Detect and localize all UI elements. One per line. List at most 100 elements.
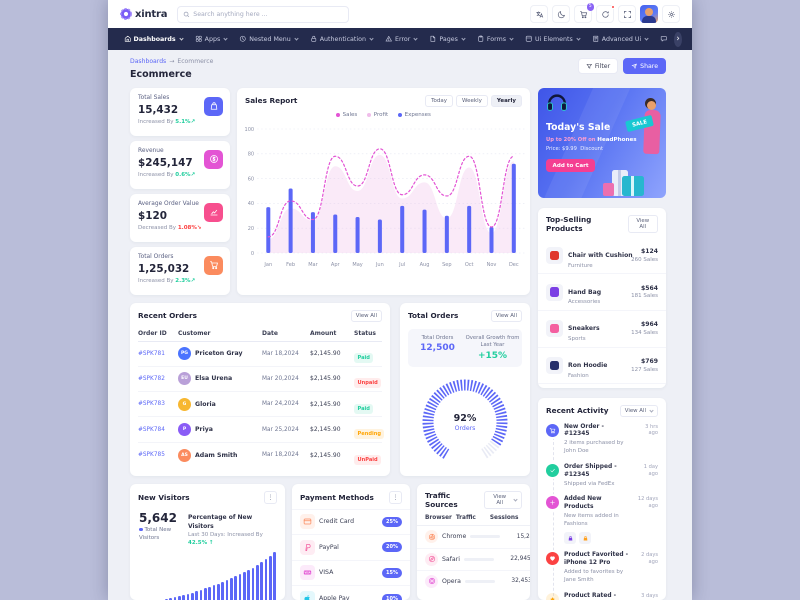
timestamp: 2 days ago [641,552,658,566]
safari-icon [425,552,438,566]
stat-card-revenue: Revenue $245,147 Increased By 0.6%↗ [130,140,230,189]
cart-icon[interactable]: 5 [574,3,594,23]
nav-item-authentication[interactable]: Authentication [304,33,378,45]
main-content: Dashboards → Ecommerce Ecommerce Filter … [108,50,692,600]
list-item: Product Rated - Samsung Galaxy S21Rated … [546,592,658,600]
todays-sale-banner: SALE Today's Sale Up to 20% Off on HeadP… [538,87,666,198]
payment-method-row: Apple Pay 10% [292,585,410,600]
sales-report-tabs: Today Weekly Yearly [425,94,522,107]
avatar: P [178,423,191,437]
avatar: G [178,397,191,411]
visa-icon: VISA [300,565,315,581]
add-to-cart-button[interactable]: Add to Cart [546,159,596,172]
share-button[interactable]: Share [623,58,666,74]
nav-scroll-next-button[interactable]: › [674,31,682,47]
refresh-icon[interactable] [596,4,615,23]
nav-item-error[interactable]: Error [379,33,422,45]
nav-item-pages[interactable]: Pages [424,33,471,45]
share-badge: 10% [382,593,402,600]
nav-item-nested-menu[interactable]: Nested Menu [234,33,304,45]
traffic-bar [463,557,494,561]
status-badge: Pending [354,429,385,440]
more-options-icon[interactable]: ⋮ [264,490,277,504]
logo[interactable]: xintra [120,5,167,24]
legend-expenses: Expenses [398,112,431,118]
timestamp: 3 days ago [641,592,658,600]
dark-mode-icon[interactable] [552,5,570,23]
banner-person-illustration [647,100,656,110]
chevron-down-icon [179,36,184,41]
tab-weekly[interactable]: Weekly [456,94,488,107]
total-orders-title: Total Orders [408,311,459,320]
list-item: Order Shipped - #12345 Shipped via FedEx 1… [546,463,658,489]
total-orders-stat-value: 12,500 [420,343,455,354]
search-icon [184,11,190,17]
paypal-icon [300,539,315,555]
trend-up-icon: ↗ [190,172,196,178]
activity-thumbnails [564,532,630,545]
order-id-link[interactable]: #SPK784 [138,426,165,433]
recent-orders-view-all-button[interactable]: View All [350,309,382,322]
cart-icon [204,255,223,275]
chart-icon [204,202,223,222]
traffic-view-all-button[interactable]: View All [484,490,522,509]
list-item: Added New Products New items added in Fas… [546,496,658,545]
total-orders-view-all-button[interactable]: View All [490,309,522,322]
order-id-link[interactable]: #SPK783 [138,401,165,408]
translate-icon[interactable] [530,5,548,23]
recent-activity-title: Recent Activity [546,406,609,415]
sales-report-legend: Sales Profit Expenses [237,112,530,118]
breadcrumb-dashboards[interactable]: Dashboards [130,58,167,65]
svg-text:May: May [352,262,362,268]
share-badge: 20% [382,542,402,553]
table-row: #SPK783 G Gloria Mar 24,2024 $2,145.90 Paid [138,392,382,418]
nav-item-ui-elements[interactable]: Ui Elements [520,33,586,45]
breadcrumb-separator: → [169,58,175,65]
status-badge: UnPaid [354,454,382,465]
svg-text:Oct: Oct [465,262,474,268]
share-badge: 15% [382,567,402,578]
nav-item-dashboards[interactable]: Dashboards [118,33,188,45]
order-id-link[interactable]: #SPK782 [138,375,165,382]
svg-text:Dec: Dec [509,262,519,268]
apple-icon [300,591,315,600]
activity-view-all-button[interactable]: View All [619,404,658,417]
nav-item-forms[interactable]: Forms [471,33,518,45]
fullscreen-icon[interactable] [618,5,636,23]
chevron-down-icon [413,36,418,41]
breadcrumb: Dashboards → Ecommerce [130,58,213,65]
chrome-icon [425,530,438,543]
page-header: Dashboards → Ecommerce Ecommerce Filter … [130,58,666,80]
new-visitors-bar-chart [139,548,276,600]
svg-text:0: 0 [251,250,254,256]
banner-price: Price: $9.99 Discount [546,145,603,152]
top-selling-view-all-button[interactable]: View All [627,214,658,233]
nav-item-apps[interactable]: Apps [189,33,233,45]
status-badge: Paid [354,403,374,414]
search-input[interactable] [193,10,344,18]
order-id-link[interactable]: #SPK785 [138,452,165,459]
total-orders-stats: Total Orders 12,500 Overall Growth from … [408,328,522,367]
growth-label: Overall Growth from Last Year [465,334,520,348]
nav-item-more[interactable] [655,33,674,45]
tab-today[interactable]: Today [425,94,454,107]
svg-text:100: 100 [245,126,255,132]
settings-icon[interactable] [662,5,680,23]
more-options-icon[interactable]: ⋮ [389,490,402,504]
traffic-table-header: Browser Traffic Sessions [417,514,530,526]
payment-method-row: PayPal 20% [292,534,410,560]
top-selling-title: Top-Selling Products [546,214,592,233]
svg-text:Feb: Feb [286,262,295,268]
card-icon [300,514,315,530]
legend-sales: Sales [336,112,357,118]
filter-button[interactable]: Filter [577,58,619,74]
payment-methods-list: Credit Card 25% PayPal 20% VISA VISA 15% Apple … [292,508,410,600]
nav-item-advanced-ui[interactable]: Advanced Ui [586,33,653,45]
search-box [177,5,350,23]
tab-yearly[interactable]: Yearly [490,94,522,107]
order-id-link[interactable]: #SPK781 [138,350,165,357]
user-avatar[interactable] [640,5,658,23]
stat-cards: Total Sales 15,432 Increased By 5.1%↗ Reven… [130,87,230,295]
opera-icon [425,574,438,588]
